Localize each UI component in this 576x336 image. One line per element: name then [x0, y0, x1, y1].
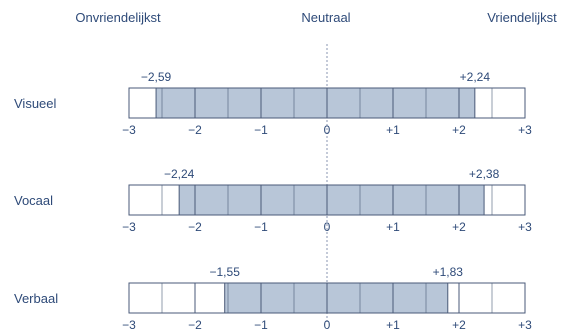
tick-label: −2 — [188, 220, 202, 234]
tick-label: 0 — [324, 318, 331, 332]
tick-label: −2 — [188, 318, 202, 332]
low-value-label: −1,55 — [210, 265, 241, 279]
tick-label: +2 — [452, 318, 466, 332]
range-bar — [155, 87, 476, 119]
tick-label: +3 — [518, 123, 532, 137]
row-label: Verbaal — [14, 291, 58, 306]
tick-label: 0 — [324, 220, 331, 234]
scale-label-center: Neutraal — [301, 10, 350, 25]
tick-label: −3 — [122, 318, 136, 332]
high-value-label: +2,24 — [460, 70, 491, 84]
tick-label: −2 — [188, 123, 202, 137]
tick-label: −1 — [254, 220, 268, 234]
scale-label-right: Vriendelijkst — [487, 10, 557, 25]
high-value-label: +1,83 — [433, 265, 464, 279]
tick-label: 0 — [324, 123, 331, 137]
scale-label-left: Onvriendelijkst — [75, 10, 161, 25]
low-value-label: −2,24 — [164, 167, 195, 181]
tick-label: −1 — [254, 318, 268, 332]
high-value-label: +2,38 — [469, 167, 500, 181]
tick-label: +2 — [452, 123, 466, 137]
range-bar — [224, 282, 449, 314]
row-label: Visueel — [14, 96, 57, 111]
range-bar — [178, 184, 485, 216]
tick-label: −1 — [254, 123, 268, 137]
tick-label: +1 — [386, 220, 400, 234]
tick-label: +2 — [452, 220, 466, 234]
low-value-label: −2,59 — [141, 70, 172, 84]
tick-label: +1 — [386, 123, 400, 137]
tick-label: +1 — [386, 318, 400, 332]
tick-label: +3 — [518, 318, 532, 332]
tick-label: +3 — [518, 220, 532, 234]
tick-label: −3 — [122, 220, 136, 234]
tick-label: −3 — [122, 123, 136, 137]
row-label: Vocaal — [14, 193, 53, 208]
